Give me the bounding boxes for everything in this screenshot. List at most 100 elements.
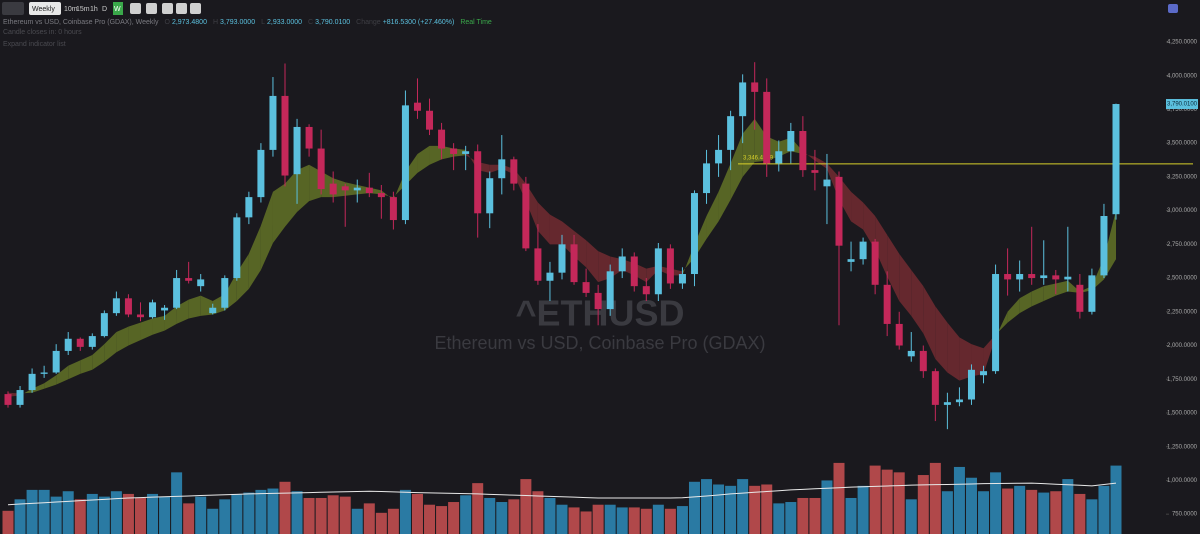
ema-ribbon [887,234,900,301]
volume-bar [38,489,50,534]
volume-bar [761,484,773,534]
ema-ribbon [1007,298,1020,323]
candle-body [775,151,783,164]
ema-ribbon [128,322,141,346]
volume-bar [351,508,363,534]
header-line: Ethereum vs USD, Coinbase Pro (GDAX), We… [3,19,492,26]
volume-bar [616,507,628,534]
volume-bar [676,506,688,534]
candle-body [1100,216,1108,276]
tool-icon[interactable] [176,3,187,14]
volume-bar [231,493,243,534]
volume-bar [532,491,544,534]
header-text: Change [356,19,381,26]
candle-body [534,248,542,281]
ema-ribbon [260,191,273,270]
candle-body [221,278,229,308]
button-active[interactable] [113,2,123,15]
candle-body [606,271,614,310]
volume-bar [1002,488,1014,534]
y-tick-label: 2,250.0000 [1167,309,1198,315]
ema-ribbon [297,164,310,212]
ema-ribbon [875,216,888,277]
volume-bar [86,493,98,534]
candle-body [919,350,927,372]
y-tick-label: 2,500.0000 [1167,276,1198,282]
ema-ribbon [923,286,936,360]
ema-ribbon [1031,286,1044,307]
candle-body [811,170,819,173]
volume-bar [243,492,255,534]
volume-bar [845,497,857,534]
candle-body [522,183,530,249]
candle-body [1004,274,1012,280]
ema-ribbon [32,383,45,393]
interval-button[interactable]: D [102,6,107,13]
interval-button[interactable]: W [114,6,121,13]
volume-bar [171,472,183,534]
volume-bar [881,469,893,534]
price-line-label: 3,346.4549 [743,155,774,161]
volume-bar [953,466,965,534]
tool-icon[interactable] [162,3,173,14]
interval-button[interactable]: 15m [76,6,90,13]
ema-ribbon [140,318,153,341]
camera-icon[interactable] [1168,4,1178,13]
tool-icon[interactable] [130,3,141,14]
volume-bar [195,496,207,534]
interval-button[interactable]: 10m [64,6,78,13]
candle-body [654,248,662,295]
tool-icon[interactable] [146,3,157,14]
ema-ribbon [44,375,57,389]
expand-indicators[interactable]: Expand indicator list [3,41,66,48]
ema-ribbon [1019,291,1032,314]
ema-ribbon [1055,280,1068,296]
candle-body [715,149,723,164]
volume-bar [411,493,423,534]
candle-body [353,187,361,191]
ema-ribbon [92,344,105,370]
volume-bar [279,481,291,534]
candle-body [992,274,1000,372]
volume-bar [183,503,195,534]
ema-ribbon [152,315,165,335]
volume-bar [978,491,990,534]
candle-body [1076,284,1084,312]
header-text: 2,973.4800 [172,19,207,26]
header-text: L [261,19,265,26]
interval[interactable]: Weekly [32,6,55,13]
y-tick-label: 1,000.0000 [1167,478,1198,484]
volume-bar [652,504,664,534]
volume-bar [893,472,905,534]
ema-ribbon [381,190,394,200]
candle-body [666,248,674,284]
volume-bar [604,504,616,534]
ema-ribbon [706,191,719,239]
candle-body [389,197,397,221]
candle-body [847,259,855,262]
tool-icon[interactable] [190,3,201,14]
candle-body [76,338,84,347]
interval-select[interactable] [29,2,61,15]
volume-bar [568,507,580,534]
candle-body [305,126,313,149]
volume-bar [905,499,917,534]
ema-ribbon [272,183,285,243]
y-tick-label: 2,000.0000 [1167,343,1198,349]
header-text: Real Time [460,19,492,26]
header-text: 3,793.0000 [220,19,255,26]
interval-button[interactable]: 1h [90,6,98,13]
ema-ribbon [116,326,129,353]
menu-button[interactable] [2,2,24,15]
candle-body [799,131,807,171]
volume-bar [941,491,953,534]
candle-body [1028,274,1036,279]
volume-bar [1110,465,1122,534]
candle-body [173,278,181,308]
candle-body [281,95,289,176]
candle-body [955,399,963,403]
candle-body [474,151,482,214]
candle-body [329,183,337,195]
candle-body [293,126,301,175]
